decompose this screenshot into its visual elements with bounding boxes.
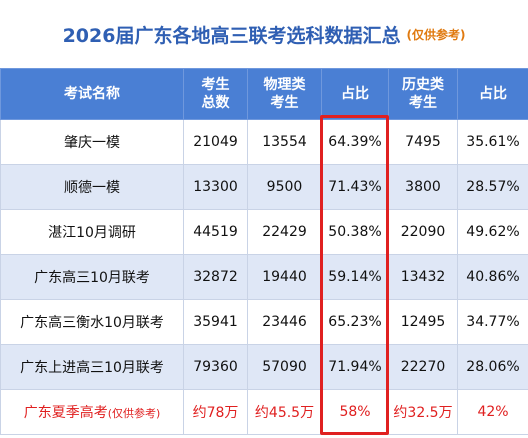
cell: 湛江10月调研 — [0, 209, 184, 255]
header-text: 考生 — [270, 95, 299, 111]
header-text: 考试名称 — [64, 86, 120, 102]
header-text: 考生 — [201, 77, 230, 93]
cell: 44519 — [183, 209, 248, 255]
title: 2026届广东各地高三联考选科数据汇总 — [62, 24, 401, 47]
cell: 12495 — [388, 299, 458, 345]
cell: 广东上进高三10月联考 — [0, 344, 184, 390]
table-row: 肇庆一模 21049 13554 64.39% 7495 35.61% — [0, 119, 528, 165]
header-text: 占比 — [479, 86, 507, 102]
summary-name-cell: 广东夏季高考(仅供参考) — [0, 389, 184, 435]
cell: 42% — [457, 389, 528, 435]
cell: 约45.5万 — [247, 389, 322, 435]
cell: 28.57% — [457, 164, 528, 210]
header-row: 考试名称 考生 总数 物理类 考生 占比 历史类 考生 占比 — [0, 68, 528, 120]
header-text: 考生 — [409, 95, 437, 111]
cell: 7495 — [388, 119, 458, 165]
cell: 21049 — [183, 119, 248, 165]
column-header: 考试名称 — [0, 68, 184, 120]
cell: 3800 — [388, 164, 458, 210]
cell: 肇庆一模 — [0, 119, 184, 165]
column-header: 占比 — [321, 68, 389, 120]
header-text: 物理类 — [263, 77, 306, 93]
table-row: 顺德一模 13300 9500 71.43% 3800 28.57% — [0, 164, 528, 210]
cell: 71.94% — [321, 344, 389, 390]
cell: 35941 — [183, 299, 248, 345]
cell: 13432 — [388, 254, 458, 300]
cell: 约78万 — [183, 389, 248, 435]
table-row: 湛江10月调研 44519 22429 50.38% 22090 49.62% — [0, 209, 528, 255]
table-row: 广东高三10月联考 32872 19440 59.14% 13432 40.86% — [0, 254, 528, 300]
cell: 49.62% — [457, 209, 528, 255]
cell: 22429 — [247, 209, 322, 255]
cell: 22270 — [388, 344, 458, 390]
title-bar: 2026届广东各地高三联考选科数据汇总 (仅供参考) — [0, 0, 528, 68]
cell: 13300 — [183, 164, 248, 210]
cell: 34.77% — [457, 299, 528, 345]
cell: 顺德一模 — [0, 164, 184, 210]
cell: 约32.5万 — [388, 389, 458, 435]
summary-name: 广东夏季高考 — [23, 405, 108, 421]
cell: 59.14% — [321, 254, 389, 300]
header-text: 历史类 — [402, 77, 444, 93]
column-header: 占比 — [457, 68, 528, 120]
table-row: 广东上进高三10月联考 79360 57090 71.94% 22270 28.06% — [0, 344, 528, 390]
cell: 23446 — [247, 299, 322, 345]
cell: 57090 — [247, 344, 322, 390]
cell: 广东高三衡水10月联考 — [0, 299, 184, 345]
cell: 64.39% — [321, 119, 389, 165]
cell: 71.43% — [321, 164, 389, 210]
cell: 19440 — [247, 254, 322, 300]
column-header: 历史类 考生 — [388, 68, 458, 120]
cell: 35.61% — [457, 119, 528, 165]
cell: 58% — [321, 389, 389, 435]
cell: 79360 — [183, 344, 248, 390]
cell: 40.86% — [457, 254, 528, 300]
cell: 22090 — [388, 209, 458, 255]
cell: 65.23% — [321, 299, 389, 345]
summary-note: (仅供参考) — [107, 407, 161, 420]
header-text: 占比 — [341, 86, 369, 102]
column-header: 考生 总数 — [183, 68, 248, 120]
cell: 13554 — [247, 119, 322, 165]
cell: 28.06% — [457, 344, 528, 390]
cell: 广东高三10月联考 — [0, 254, 184, 300]
header-text: 总数 — [201, 95, 230, 111]
summary-row: 广东夏季高考(仅供参考) 约78万 约45.5万 58% 约32.5万 42% — [0, 389, 528, 435]
column-header: 物理类 考生 — [247, 68, 322, 120]
cell: 9500 — [247, 164, 322, 210]
table-row: 广东高三衡水10月联考 35941 23446 65.23% 12495 34.77% — [0, 299, 528, 345]
title-note: (仅供参考) — [406, 27, 466, 42]
cell: 50.38% — [321, 209, 389, 255]
data-table: 考试名称 考生 总数 物理类 考生 占比 历史类 考生 占比 肇庆一模 21049 13554 64.… — [0, 68, 528, 435]
cell: 32872 — [183, 254, 248, 300]
